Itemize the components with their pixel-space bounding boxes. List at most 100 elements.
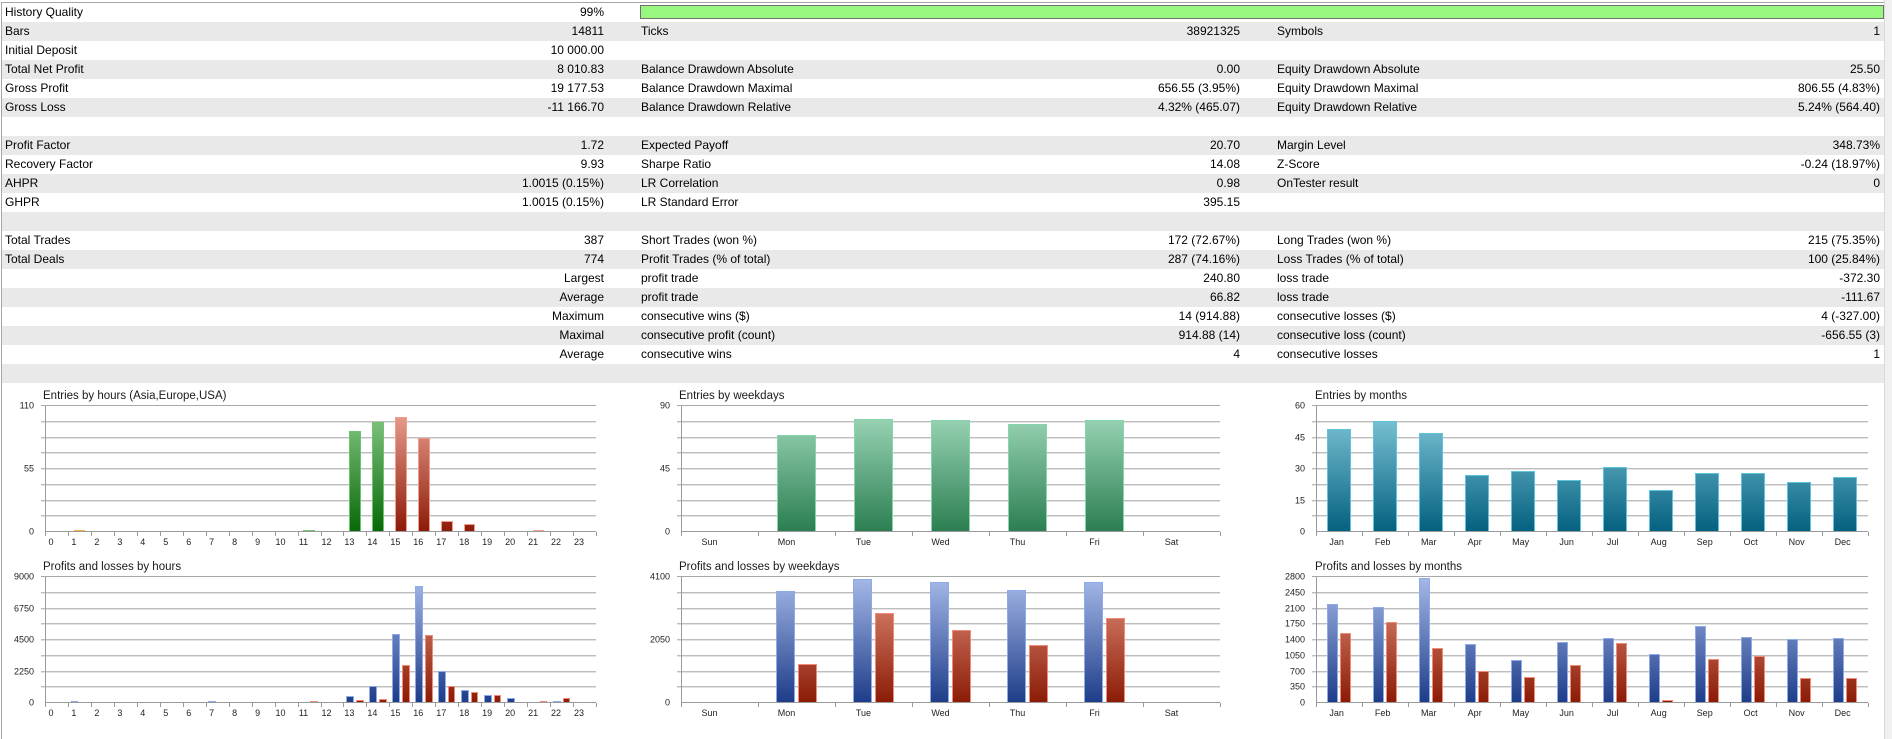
stat-label: Equity Drawdown Relative xyxy=(1277,100,1418,114)
x-axis-label: Mar xyxy=(1420,537,1437,547)
x-axis-label: 20 xyxy=(505,708,516,718)
gridline xyxy=(41,654,596,656)
x-axis-label: Sun xyxy=(701,537,718,547)
bar-entries xyxy=(1833,477,1857,532)
gridline xyxy=(1312,686,1868,688)
y-axis-label: 1400 xyxy=(1284,634,1305,645)
gridline xyxy=(1312,607,1868,609)
stats-row: Gross Profit 19 177.53 Balance Drawdown Ma… xyxy=(2,79,1884,98)
x-axis-label: Jul xyxy=(1606,537,1619,547)
stats-row: AHPR 1.0015 (0.15%) LR Correlation 0.98 OnTe… xyxy=(2,174,1884,193)
x-tick xyxy=(343,703,345,707)
x-tick xyxy=(1220,532,1221,536)
x-tick xyxy=(1776,703,1777,707)
stat-value: 14 (914.88) xyxy=(1178,309,1240,323)
stat-value: 8 010.83 xyxy=(557,62,604,76)
stat-value: 914.88 (14) xyxy=(1178,328,1240,342)
gridline xyxy=(1312,499,1868,501)
x-tick xyxy=(366,703,368,707)
chart-title: Entries by weekdays xyxy=(679,390,785,402)
x-axis-label: 10 xyxy=(275,537,286,547)
bar-loss xyxy=(874,613,894,703)
x-axis-label: Oct xyxy=(1743,708,1758,718)
x-axis-label: 15 xyxy=(390,537,401,547)
stats-row: Maximal consecutive profit (count) 914.88 … xyxy=(2,326,1884,345)
x-axis-label: Jun xyxy=(1559,708,1574,718)
x-tick xyxy=(596,703,597,707)
stat-label: AHPR xyxy=(5,176,39,190)
x-tick xyxy=(412,532,414,536)
x-tick xyxy=(435,532,437,536)
x-tick xyxy=(1500,703,1501,707)
x-tick xyxy=(1684,703,1685,707)
x-axis-label: 22 xyxy=(551,708,562,718)
bar-loss xyxy=(355,700,364,703)
x-tick xyxy=(136,532,138,536)
stats-row: Maximum consecutive wins ($) 14 (914.88) co… xyxy=(2,307,1884,326)
x-axis-label: 3 xyxy=(117,708,123,718)
x-axis-label: 1 xyxy=(71,708,77,718)
x-tick xyxy=(835,532,836,536)
bar-profit xyxy=(1557,642,1568,703)
bar-entries xyxy=(418,438,430,532)
y-axis-label: 350 xyxy=(1289,681,1305,692)
stats-row: Recovery Factor 9.93 Sharpe Ratio 14.08 Z-Sc… xyxy=(2,155,1884,174)
x-tick xyxy=(251,532,253,536)
x-axis-label: Fri xyxy=(1089,537,1100,547)
x-axis-label: 4 xyxy=(140,708,146,718)
bar-entries xyxy=(1741,473,1765,532)
bar-profit xyxy=(853,578,873,703)
stat-value: 66.82 xyxy=(1209,290,1240,304)
x-tick xyxy=(251,703,253,707)
y-axis-label: 2050 xyxy=(649,634,670,645)
y-axis-label: 700 xyxy=(1289,666,1305,676)
stat-label: loss trade xyxy=(1277,271,1330,285)
x-tick xyxy=(1143,532,1144,536)
bar-loss xyxy=(378,699,387,703)
y-axis-label: 60 xyxy=(1294,400,1305,411)
bar-loss xyxy=(562,697,571,703)
x-tick xyxy=(297,703,299,707)
x-axis-label: 22 xyxy=(551,537,562,547)
x-tick xyxy=(1066,532,1067,536)
x-tick xyxy=(159,532,161,536)
x-axis-label: 1 xyxy=(71,537,77,547)
x-axis xyxy=(45,531,596,532)
x-tick xyxy=(758,703,759,707)
x-tick xyxy=(320,703,322,707)
stat-value: 25.50 xyxy=(1849,62,1880,76)
bar-profit xyxy=(1511,660,1522,703)
x-tick xyxy=(366,532,368,536)
x-axis-label: Mar xyxy=(1420,708,1437,718)
plot-area: 0 15 30 45 60 Jan Feb Mar Apr May Jun Jul Aug Sep Oct N… xyxy=(1295,401,1869,547)
x-axis-label: 13 xyxy=(344,537,355,547)
bar-loss xyxy=(1662,699,1673,703)
window-border-left xyxy=(1,2,2,739)
stat-value: -372.30 xyxy=(1839,271,1880,285)
plot-area: 0 2050 4100 Sun Mon Tue Wed Thu Fri Sat xyxy=(650,572,1221,718)
x-tick xyxy=(67,532,69,536)
stat-value: 99% xyxy=(579,5,604,19)
x-tick xyxy=(504,532,506,536)
gridline xyxy=(1312,639,1868,640)
stat-label: Margin Level xyxy=(1277,138,1346,152)
y-axis xyxy=(45,406,46,536)
bar-profit xyxy=(1007,589,1027,703)
bar-profit xyxy=(930,581,950,703)
stat-value: 4.32% (465.07) xyxy=(1157,100,1240,114)
gridline xyxy=(41,623,596,625)
bar-profit xyxy=(438,671,446,703)
x-tick xyxy=(1638,703,1639,707)
gridline xyxy=(1312,623,1868,625)
right-edge-strip xyxy=(1884,0,1892,739)
x-tick xyxy=(1454,703,1455,707)
bar-entries xyxy=(395,417,407,532)
bar-profit xyxy=(1833,637,1844,703)
stat-value: 287 (74.16%) xyxy=(1167,252,1240,266)
y-axis-label: 2450 xyxy=(1284,587,1305,598)
x-tick xyxy=(1730,532,1731,536)
stat-label: GHPR xyxy=(5,195,40,209)
stat-value: 387 xyxy=(583,233,604,247)
x-axis-label: Feb xyxy=(1374,708,1391,718)
chart-title: Profits and losses by weekdays xyxy=(679,561,840,573)
